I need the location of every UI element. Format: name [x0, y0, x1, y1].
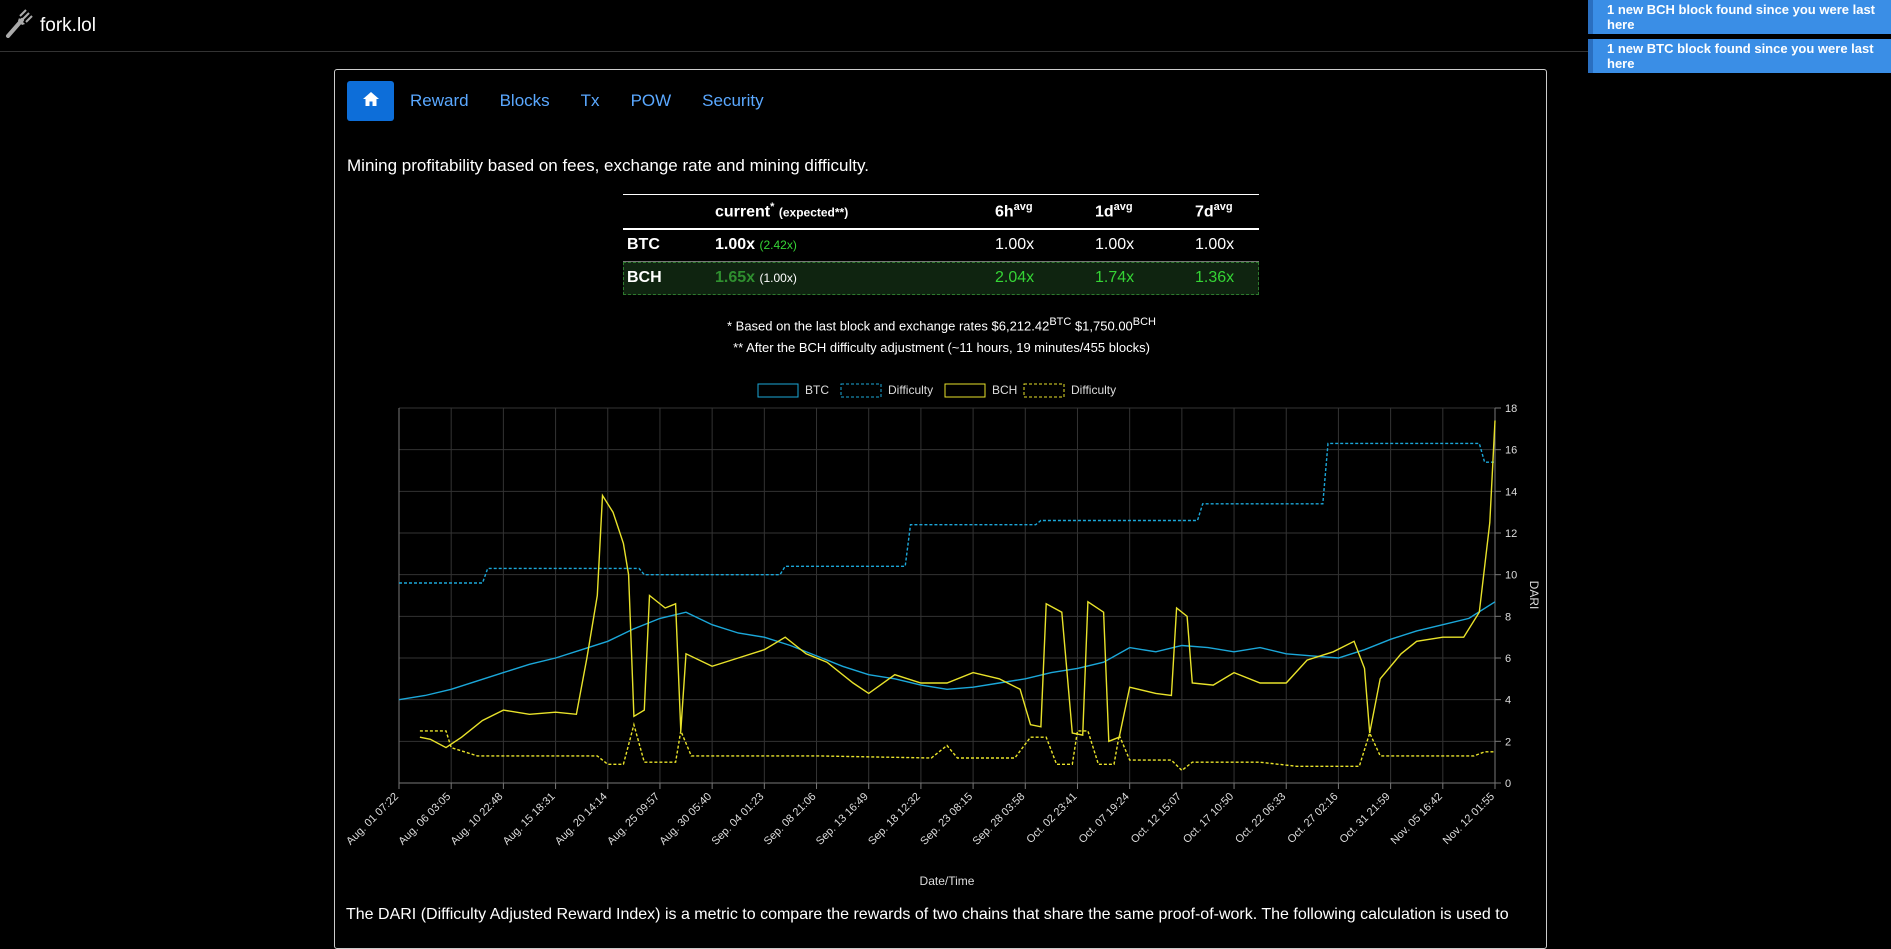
y-tick-label: 0	[1505, 778, 1511, 790]
x-tick-label: Sep. 08 21:06	[762, 791, 819, 848]
coin-cell: BCH	[627, 269, 662, 287]
difficulty-note: ** After the BCH difficulty adjustment (…	[733, 340, 1150, 355]
x-tick-label: Oct. 17 10:50	[1181, 791, 1236, 846]
y-tick-label: 18	[1505, 403, 1517, 415]
x-tick-label: Oct. 31 21:59	[1338, 791, 1393, 846]
current-cell: 1.65x (1.00x)	[715, 269, 797, 287]
fork-icon	[4, 8, 34, 43]
coin-cell: BTC	[627, 236, 660, 254]
x-tick-label: Sep. 04 01:23	[710, 791, 767, 848]
series-line-2	[399, 442, 1495, 584]
brand-link[interactable]: fork.lol	[4, 8, 96, 43]
tab-blocks[interactable]: Blocks	[499, 91, 550, 110]
y-tick-label: 10	[1505, 570, 1517, 582]
legend-label: BCH	[992, 383, 1017, 397]
bch-block-notification[interactable]: 1 new BCH block found since you were las…	[1588, 0, 1891, 34]
7d-cell: 1.36x	[1195, 269, 1235, 287]
tab-reward[interactable]: Reward	[410, 91, 469, 110]
x-tick-label: Aug. 15 18:31	[501, 791, 558, 848]
tab-tx[interactable]: Tx	[580, 91, 600, 110]
profitability-table: current* (expected**) 6havg 1davg 7davg …	[623, 194, 1259, 295]
tab-home[interactable]	[347, 81, 394, 121]
dari-description: The DARI (Difficulty Adjusted Reward Ind…	[346, 906, 1509, 923]
1d-cell: 1.00x	[1095, 236, 1135, 254]
series-line-4	[419, 722, 1495, 772]
main-panel: Reward Blocks Tx POW Security Mining pro…	[334, 69, 1547, 949]
y-tick-label: 14	[1505, 486, 1517, 498]
x-axis-title: Date/Time	[920, 874, 975, 888]
legend-label: Difficulty	[888, 383, 933, 397]
1d-cell: 1.74x	[1095, 269, 1135, 287]
y-tick-label: 12	[1505, 528, 1517, 540]
current-cell: 1.00x (2.42x)	[715, 236, 797, 254]
y-tick-label: 4	[1505, 695, 1511, 707]
y-axis-title: DARI	[1527, 581, 1541, 610]
y-tick-label: 6	[1505, 653, 1511, 665]
y-tick-label: 2	[1505, 736, 1511, 748]
x-tick-label: Nov. 05 16:42	[1389, 791, 1445, 847]
x-tick-label: Aug. 20 14:14	[553, 791, 610, 848]
table-row-bch: BCH 1.65x (1.00x) 2.04x 1.74x 1.36x	[623, 261, 1259, 295]
x-tick-label: Oct. 27 02:16	[1285, 791, 1340, 846]
x-tick-label: Oct. 12 15:07	[1129, 791, 1184, 846]
6h-cell: 2.04x	[995, 269, 1035, 287]
legend-swatch	[944, 383, 986, 398]
x-tick-label: Aug. 30 05:40	[657, 791, 714, 848]
x-tick-label: Aug. 25 09:57	[605, 791, 662, 848]
brand-name: fork.lol	[40, 14, 96, 36]
top-bar: fork.lol	[0, 0, 1891, 52]
x-tick-label: Sep. 13 16:49	[814, 791, 871, 848]
6h-avg-header: 6havg	[995, 201, 1033, 221]
legend-swatch	[757, 383, 799, 398]
series-line-1	[398, 601, 1496, 701]
x-tick-label: Aug. 01 07:22	[344, 791, 401, 848]
table-row-btc: BTC 1.00x (2.42x) 1.00x 1.00x 1.00x	[623, 229, 1259, 262]
x-tick-label: Oct. 02 23:41	[1024, 791, 1079, 846]
1d-avg-header: 1davg	[1095, 201, 1133, 221]
table-header-row: current* (expected**) 6havg 1davg 7davg	[623, 194, 1259, 229]
legend-label: BTC	[805, 383, 829, 397]
x-tick-label: Oct. 22 06:33	[1233, 791, 1288, 846]
tab-nav: Reward Blocks Tx POW Security	[347, 81, 764, 121]
legend-swatch	[1023, 383, 1065, 398]
legend-swatch	[840, 383, 882, 398]
7d-cell: 1.00x	[1195, 236, 1235, 254]
tab-security[interactable]: Security	[702, 91, 764, 110]
x-tick-label: Aug. 06 03:05	[396, 791, 453, 848]
home-icon	[362, 91, 379, 111]
current-header: current* (expected**)	[715, 201, 849, 221]
btc-block-notification[interactable]: 1 new BTC block found since you were las…	[1588, 39, 1891, 73]
x-tick-label: Oct. 07 19:24	[1077, 791, 1132, 846]
x-tick-label: Sep. 23 08:15	[918, 791, 975, 848]
y-tick-label: 16	[1505, 445, 1517, 457]
legend-label: Difficulty	[1071, 383, 1116, 397]
exchange-rate-note: * Based on the last block and exchange r…	[726, 316, 1157, 334]
intro-text: Mining profitability based on fees, exch…	[347, 156, 869, 175]
6h-cell: 1.00x	[995, 236, 1035, 254]
x-tick-label: Nov. 12 01:55	[1441, 791, 1497, 847]
tab-pow[interactable]: POW	[630, 91, 672, 110]
x-tick-label: Aug. 10 22:48	[449, 791, 506, 848]
x-tick-label: Sep. 18 12:32	[866, 791, 923, 848]
y-tick-label: 8	[1505, 611, 1511, 623]
series-line-3	[419, 420, 1496, 749]
x-tick-label: Sep. 28 03:58	[970, 791, 1027, 848]
7d-avg-header: 7davg	[1195, 201, 1233, 221]
